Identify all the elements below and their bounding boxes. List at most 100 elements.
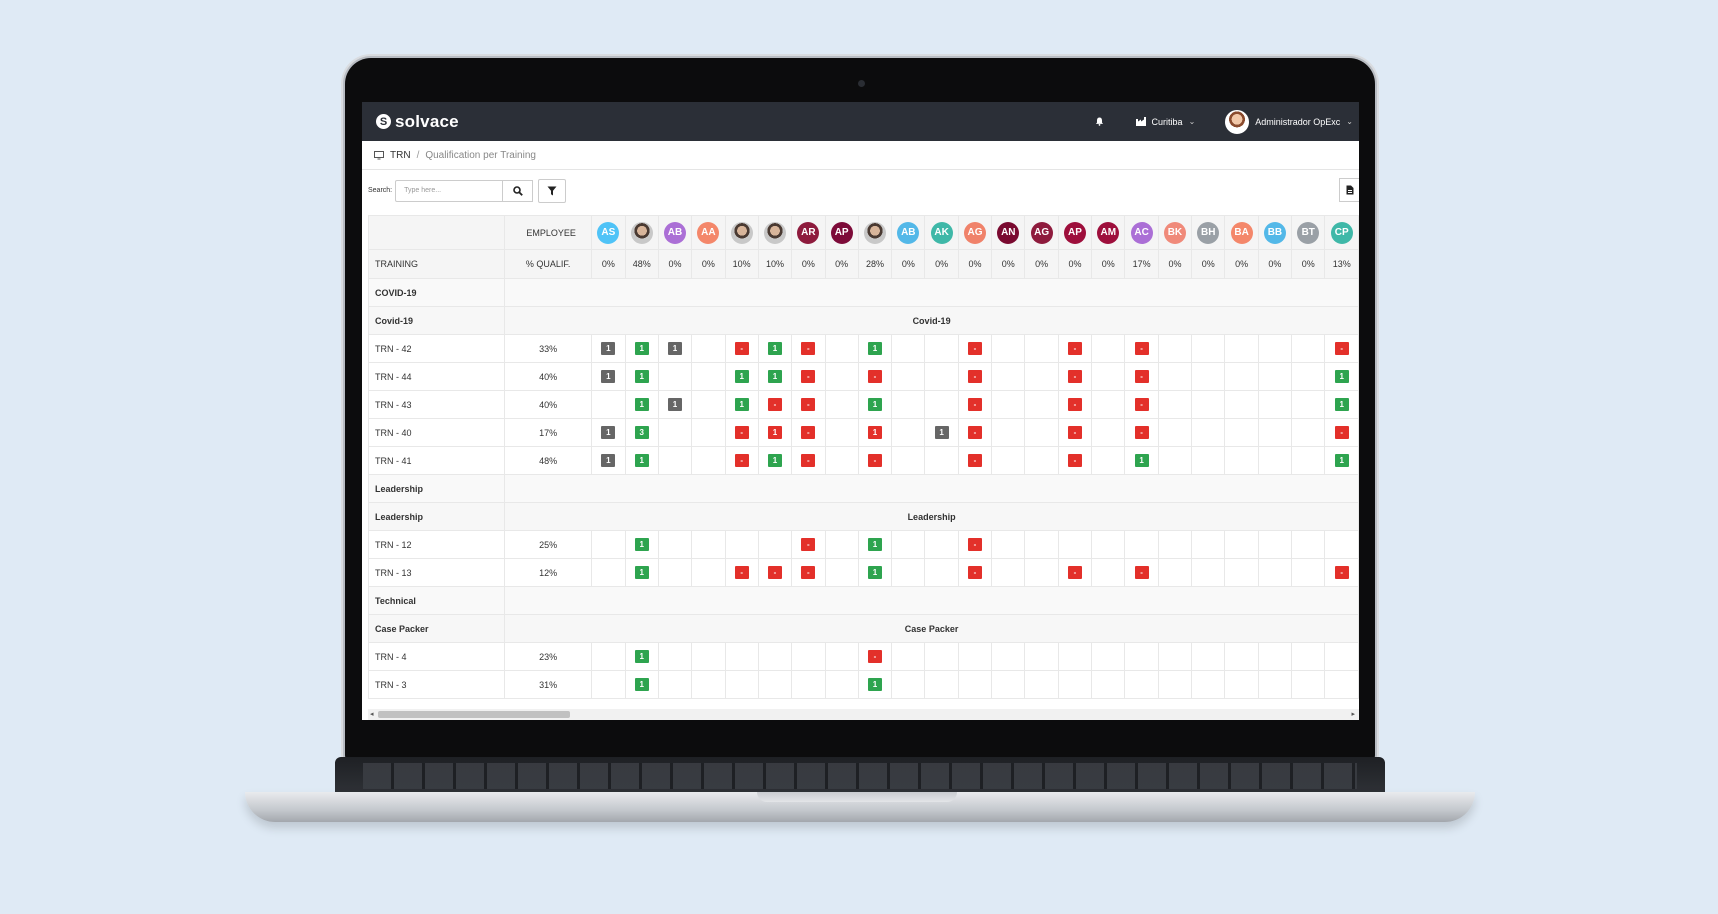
matrix-cell[interactable]	[1091, 530, 1126, 559]
employee-avatar[interactable]	[730, 221, 753, 244]
matrix-cell[interactable]: 3	[624, 418, 659, 447]
matrix-cell[interactable]	[1257, 642, 1293, 671]
subgroup-label[interactable]: Leadership	[368, 502, 506, 531]
matrix-cell[interactable]: -	[724, 418, 759, 447]
matrix-cell[interactable]: -	[957, 530, 993, 559]
scroll-thumb[interactable]	[378, 711, 570, 718]
matrix-cell[interactable]: 1	[857, 418, 893, 447]
matrix-cell[interactable]: -	[791, 362, 826, 391]
matrix-cell[interactable]: -	[757, 390, 793, 419]
status-badge[interactable]: 1	[1134, 454, 1149, 467]
training-label[interactable]: TRN - 13	[368, 558, 506, 587]
training-label[interactable]: TRN - 40	[368, 418, 506, 447]
status-badge[interactable]: 1	[867, 566, 882, 579]
status-badge[interactable]: -	[1067, 398, 1082, 411]
matrix-cell[interactable]: -	[1057, 334, 1093, 363]
matrix-cell[interactable]: -	[857, 642, 893, 671]
search-button[interactable]	[503, 179, 534, 202]
matrix-cell[interactable]	[924, 642, 959, 671]
matrix-cell[interactable]: -	[1057, 390, 1093, 419]
matrix-cell[interactable]	[1324, 670, 1359, 699]
matrix-cell[interactable]	[591, 558, 626, 587]
matrix-cell[interactable]	[1224, 418, 1259, 447]
matrix-cell[interactable]	[991, 334, 1026, 363]
matrix-cell[interactable]	[891, 446, 926, 475]
matrix-cell[interactable]: -	[791, 558, 826, 587]
matrix-cell[interactable]: -	[791, 334, 826, 363]
matrix-cell[interactable]	[1257, 390, 1293, 419]
matrix-cell[interactable]: 1	[924, 418, 959, 447]
matrix-cell[interactable]	[757, 530, 793, 559]
employee-avatar[interactable]: AS	[597, 221, 620, 244]
status-badge[interactable]: -	[734, 566, 749, 579]
matrix-cell[interactable]: -	[724, 558, 759, 587]
status-badge[interactable]: 1	[601, 454, 616, 467]
matrix-cell[interactable]: 1	[724, 362, 759, 391]
status-badge[interactable]: 1	[734, 398, 749, 411]
matrix-cell[interactable]	[924, 446, 959, 475]
scroll-left-icon[interactable]: ◂	[370, 711, 374, 718]
category-label[interactable]: COVID-19	[368, 278, 506, 307]
matrix-cell[interactable]	[1291, 558, 1326, 587]
status-badge[interactable]: 1	[1334, 398, 1349, 411]
matrix-cell[interactable]	[1224, 334, 1259, 363]
matrix-cell[interactable]	[991, 446, 1026, 475]
matrix-cell[interactable]	[1257, 362, 1293, 391]
matrix-cell[interactable]	[824, 418, 859, 447]
matrix-cell[interactable]: -	[957, 362, 993, 391]
matrix-cell[interactable]: -	[1124, 418, 1159, 447]
matrix-cell[interactable]: -	[1124, 362, 1159, 391]
employee-avatar[interactable]: AC	[1130, 221, 1153, 244]
status-badge[interactable]: -	[967, 398, 982, 411]
matrix-cell[interactable]	[1024, 530, 1059, 559]
matrix-cell[interactable]	[657, 670, 693, 699]
status-badge[interactable]: 1	[768, 370, 782, 383]
matrix-cell[interactable]	[1291, 530, 1326, 559]
employee-avatar[interactable]: AG	[963, 221, 986, 244]
matrix-cell[interactable]	[957, 670, 993, 699]
matrix-cell[interactable]: -	[1124, 558, 1159, 587]
bell-icon[interactable]	[1095, 117, 1104, 126]
matrix-cell[interactable]	[1024, 670, 1059, 699]
matrix-cell[interactable]	[1057, 530, 1093, 559]
matrix-cell[interactable]: 1	[1324, 390, 1359, 419]
matrix-cell[interactable]: 1	[757, 446, 793, 475]
matrix-cell[interactable]: -	[957, 558, 993, 587]
matrix-cell[interactable]	[891, 418, 926, 447]
status-badge[interactable]: -	[801, 342, 816, 355]
matrix-cell[interactable]	[1224, 558, 1259, 587]
status-badge[interactable]: 1	[634, 370, 649, 383]
matrix-cell[interactable]	[1224, 390, 1259, 419]
matrix-cell[interactable]: 1	[757, 418, 793, 447]
matrix-cell[interactable]	[1157, 642, 1193, 671]
matrix-cell[interactable]	[691, 558, 726, 587]
matrix-cell[interactable]	[1057, 670, 1093, 699]
matrix-cell[interactable]	[824, 334, 859, 363]
matrix-cell[interactable]	[1257, 530, 1293, 559]
status-badge[interactable]: -	[1134, 398, 1149, 411]
status-badge[interactable]: 1	[634, 678, 649, 691]
matrix-cell[interactable]	[1124, 670, 1159, 699]
status-badge[interactable]: -	[967, 342, 982, 355]
employee-avatar[interactable]: BH	[1197, 221, 1220, 244]
status-badge[interactable]: 1	[867, 342, 882, 355]
matrix-cell[interactable]	[1291, 334, 1326, 363]
matrix-cell[interactable]	[991, 642, 1026, 671]
matrix-cell[interactable]	[1291, 418, 1326, 447]
matrix-cell[interactable]	[891, 390, 926, 419]
matrix-cell[interactable]	[1091, 558, 1126, 587]
category-label[interactable]: Technical	[368, 586, 506, 615]
scroll-right-icon[interactable]: ▸	[1351, 711, 1355, 718]
matrix-cell[interactable]: -	[791, 530, 826, 559]
status-badge[interactable]: 1	[634, 342, 649, 355]
matrix-cell[interactable]: -	[757, 558, 793, 587]
horizontal-scrollbar[interactable]: ◂ ▸	[368, 709, 1359, 720]
category-label[interactable]: Leadership	[368, 474, 506, 503]
matrix-cell[interactable]	[824, 670, 859, 699]
status-badge[interactable]: -	[967, 370, 982, 383]
matrix-cell[interactable]	[1157, 670, 1193, 699]
matrix-cell[interactable]	[1157, 390, 1193, 419]
matrix-cell[interactable]: 1	[857, 670, 893, 699]
training-label[interactable]: TRN - 3	[368, 670, 506, 699]
matrix-cell[interactable]	[1024, 418, 1059, 447]
